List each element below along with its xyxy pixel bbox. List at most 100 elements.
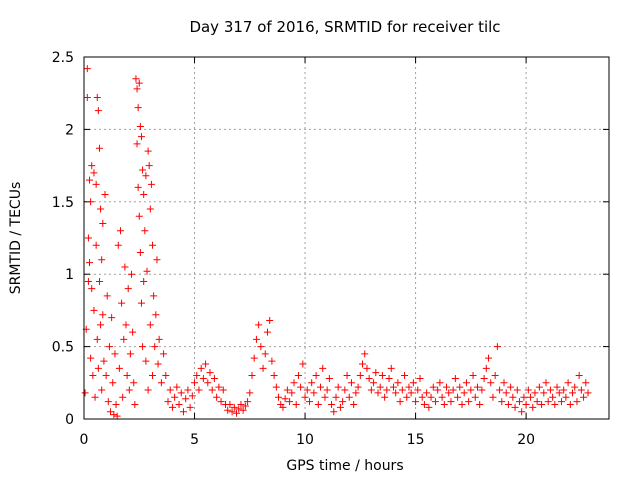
data-point: [101, 191, 109, 199]
data-point: [394, 379, 402, 387]
data-point: [286, 398, 294, 406]
data-point: [427, 393, 435, 401]
data-point: [151, 343, 159, 351]
y-tick-label: 2: [65, 122, 74, 138]
data-point: [555, 389, 563, 397]
data-point: [467, 386, 475, 394]
data-point: [511, 403, 519, 411]
data-point: [197, 364, 205, 372]
data-point: [341, 386, 349, 394]
data-point: [374, 389, 382, 397]
data-point: [139, 166, 147, 174]
y-axis-ticks: 0 0.5 1 1.5 2 2.5: [52, 50, 609, 428]
data-point: [456, 383, 464, 391]
data-point: [166, 386, 174, 394]
data-point: [116, 227, 124, 235]
data-point: [372, 369, 380, 377]
data-point: [403, 393, 411, 401]
data-point: [535, 383, 543, 391]
data-point: [469, 372, 477, 380]
data-point: [168, 403, 176, 411]
data-point: [95, 144, 103, 152]
data-point: [387, 364, 395, 372]
data-point: [140, 191, 148, 199]
data-point: [553, 383, 561, 391]
data-point: [191, 379, 199, 387]
data-point: [549, 393, 557, 401]
data-point: [136, 123, 144, 131]
data-point: [584, 389, 592, 397]
data-point: [354, 383, 362, 391]
data-point: [454, 393, 462, 401]
data-point: [438, 393, 446, 401]
data-point: [319, 364, 327, 372]
data-point: [188, 392, 196, 400]
data-point: [321, 393, 329, 401]
data-point: [100, 357, 108, 365]
data-point: [339, 398, 347, 406]
data-point: [261, 350, 269, 358]
data-point: [336, 403, 344, 411]
data-point: [317, 383, 325, 391]
data-point: [544, 398, 552, 406]
data-point: [527, 393, 535, 401]
data-point: [423, 389, 431, 397]
data-point: [228, 408, 236, 416]
y-tick-label: 0: [65, 412, 74, 428]
data-point: [219, 386, 227, 394]
data-point: [263, 328, 271, 336]
data-point: [142, 172, 150, 180]
data-point: [465, 398, 473, 406]
data-point: [420, 401, 428, 409]
data-point: [266, 317, 274, 325]
data-point: [471, 393, 479, 401]
x-axis-label: GPS time / hours: [286, 458, 403, 474]
data-point: [396, 398, 404, 406]
data-point: [84, 277, 92, 285]
data-point: [524, 386, 532, 394]
data-point: [133, 140, 141, 148]
data-point: [143, 267, 151, 275]
data-point: [551, 401, 559, 409]
data-point: [186, 403, 194, 411]
data-point: [367, 386, 375, 394]
data-point: [112, 401, 120, 409]
data-point: [297, 383, 305, 391]
data-point: [279, 403, 287, 411]
data-point: [199, 374, 207, 382]
data-point: [449, 386, 457, 394]
data-point: [177, 389, 185, 397]
data-point: [153, 256, 161, 264]
data-point: [115, 364, 123, 372]
data-point: [90, 306, 98, 314]
data-point: [133, 85, 141, 93]
data-point: [540, 389, 548, 397]
data-point: [248, 372, 256, 380]
data-point: [429, 383, 437, 391]
data-point: [241, 402, 249, 410]
data-point: [91, 393, 99, 401]
data-point: [111, 350, 119, 358]
data-point: [146, 205, 154, 213]
data-point: [134, 183, 142, 191]
data-point: [546, 386, 554, 394]
data-point: [131, 401, 139, 409]
data-point: [184, 386, 192, 394]
data-point: [325, 374, 333, 382]
data-point: [104, 398, 112, 406]
data-point: [206, 369, 214, 377]
data-point: [87, 198, 95, 206]
data-point: [462, 379, 470, 387]
data-point: [533, 398, 541, 406]
data-point: [542, 379, 550, 387]
data-point: [482, 364, 490, 372]
data-point: [476, 401, 484, 409]
data-point: [144, 386, 152, 394]
data-point: [217, 398, 225, 406]
data-point: [164, 398, 172, 406]
data-point: [507, 383, 515, 391]
data-point: [139, 343, 147, 351]
data-point: [383, 386, 391, 394]
data-point: [485, 354, 493, 362]
data-point: [520, 393, 528, 401]
